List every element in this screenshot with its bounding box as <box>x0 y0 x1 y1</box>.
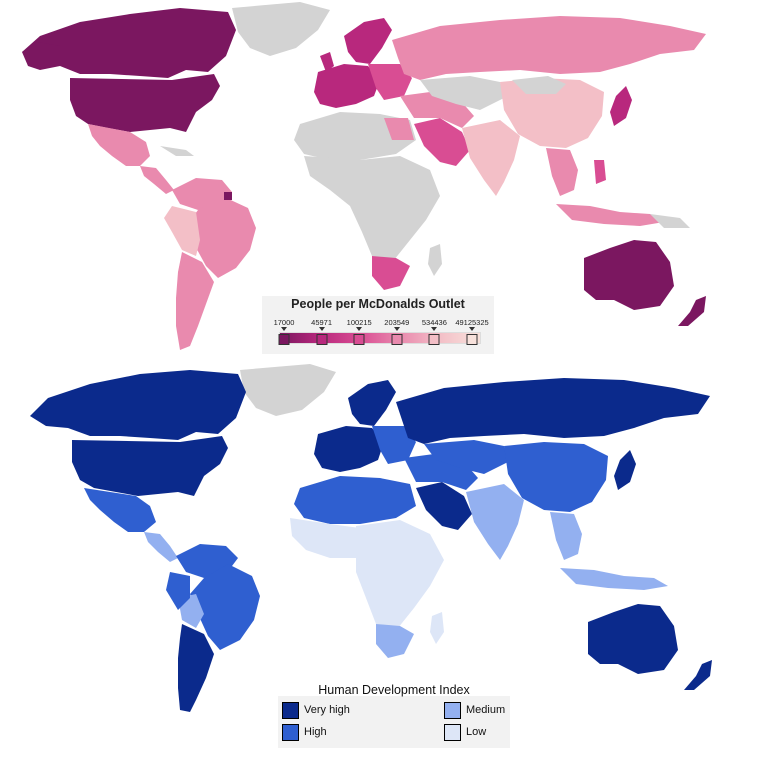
map-region-guiana <box>224 192 232 200</box>
map-region-cuba <box>160 146 194 156</box>
map-region-brazil <box>186 196 256 278</box>
map-region-argentina-chile <box>176 252 214 350</box>
legend-tick-marker <box>281 327 287 331</box>
map-region-scandinavia <box>348 380 396 426</box>
hdi-world-map <box>30 364 712 712</box>
map-region-mongolia <box>512 76 566 94</box>
legend-tick-marker <box>318 327 325 331</box>
map-region-mexico <box>84 488 156 532</box>
map-region-madagascar <box>428 244 442 276</box>
legend-tick-label: 49125325 <box>455 318 489 327</box>
legend-swatch <box>444 724 461 741</box>
map-region-central-america <box>144 532 178 562</box>
legend-color-scale <box>279 332 481 344</box>
map-region-indonesia <box>560 568 668 590</box>
map-region-western-europe <box>314 64 380 108</box>
legend-swatch <box>444 702 461 719</box>
map-region-canada <box>30 370 246 440</box>
map-region-mexico <box>88 124 150 166</box>
legend-label: High <box>304 726 327 738</box>
map-region-south-africa <box>372 256 410 290</box>
map-region-central-asia <box>424 440 508 474</box>
map-region-russia <box>396 378 710 444</box>
legend-color-swatch <box>391 334 403 345</box>
legend-color-swatch <box>316 334 328 345</box>
map-region-arabia <box>416 482 472 530</box>
map-region-indonesia <box>556 204 664 226</box>
map-region-north-africa <box>294 112 416 160</box>
map-region-china <box>500 78 604 148</box>
legend-label: Very high <box>304 704 350 716</box>
map-region-india <box>466 484 524 560</box>
map-region-usa <box>72 436 228 496</box>
map-region-papua <box>650 214 690 228</box>
map-region-central-asia <box>420 76 504 110</box>
map-region-japan <box>614 450 636 490</box>
map-region-greenland <box>232 2 330 56</box>
map-region-eastern-europe <box>368 64 412 100</box>
legend-tick-marker <box>431 327 438 331</box>
map-region-philippines <box>594 160 606 184</box>
map-region-central-america <box>140 166 174 194</box>
legend-tick-label: 17000 <box>273 318 295 327</box>
map-region-peru <box>166 572 190 610</box>
legend-label: Low <box>466 726 487 738</box>
map-region-new-zealand <box>678 296 706 326</box>
legend-tick-label: 100215 <box>346 318 372 327</box>
legend-label: Medium <box>466 704 506 716</box>
map-region-australia <box>584 240 674 310</box>
map-region-eastern-europe <box>372 426 416 464</box>
map-region-australia <box>588 604 678 674</box>
map-region-usa <box>70 74 220 132</box>
map-region-uk <box>320 52 334 72</box>
map-region-brazil <box>190 564 260 650</box>
mcdonalds-legend: People per McDonalds Outlet 17000 45971 10… <box>262 296 494 354</box>
map-region-southeast-asia <box>550 512 582 560</box>
legend-tick-marker <box>356 327 363 331</box>
legend-color-swatch <box>466 334 478 345</box>
map-region-egypt <box>384 118 414 140</box>
legend-color-swatch <box>278 334 290 345</box>
map-region-central-africa <box>356 520 444 628</box>
map-region-russia <box>392 16 706 80</box>
map-region-china <box>504 442 608 512</box>
legend-tick-label: 45971 <box>311 318 333 327</box>
legend-title: Human Development Index <box>318 683 470 697</box>
map-region-western-europe <box>314 426 384 472</box>
legend-swatch <box>282 724 299 741</box>
map-region-argentina-chile <box>178 624 214 712</box>
map-region-canada <box>22 8 236 78</box>
legend-color-swatch <box>428 334 440 345</box>
legend-tick-marker <box>469 327 475 331</box>
map-region-north-africa <box>294 476 416 524</box>
legend-tick-label: 203549 <box>384 318 410 327</box>
map-region-peru-bolivia <box>164 206 200 256</box>
legend-tick-marker <box>393 327 400 331</box>
map-region-central-africa <box>304 156 440 260</box>
map-region-southeast-asia <box>546 148 578 196</box>
map-region-southern-africa <box>376 624 414 658</box>
map-region-west-africa <box>290 518 372 558</box>
map-region-alaska <box>22 42 60 70</box>
hdi-legend: Human Development Index Very high High M… <box>278 683 510 748</box>
legend-swatch <box>282 702 299 719</box>
map-region-japan <box>610 86 632 126</box>
legend-title: People per McDonalds Outlet <box>291 297 465 311</box>
map-region-madagascar <box>430 612 444 644</box>
map-region-india <box>462 120 520 196</box>
map-region-new-zealand <box>684 660 712 690</box>
map-region-arabia <box>414 118 470 166</box>
map-region-scandinavia <box>344 18 392 64</box>
mcdonalds-world-map <box>22 2 706 350</box>
map-region-greenland <box>240 364 336 416</box>
legend-tick-label: 534436 <box>421 318 447 327</box>
legend-color-swatch <box>353 334 365 345</box>
